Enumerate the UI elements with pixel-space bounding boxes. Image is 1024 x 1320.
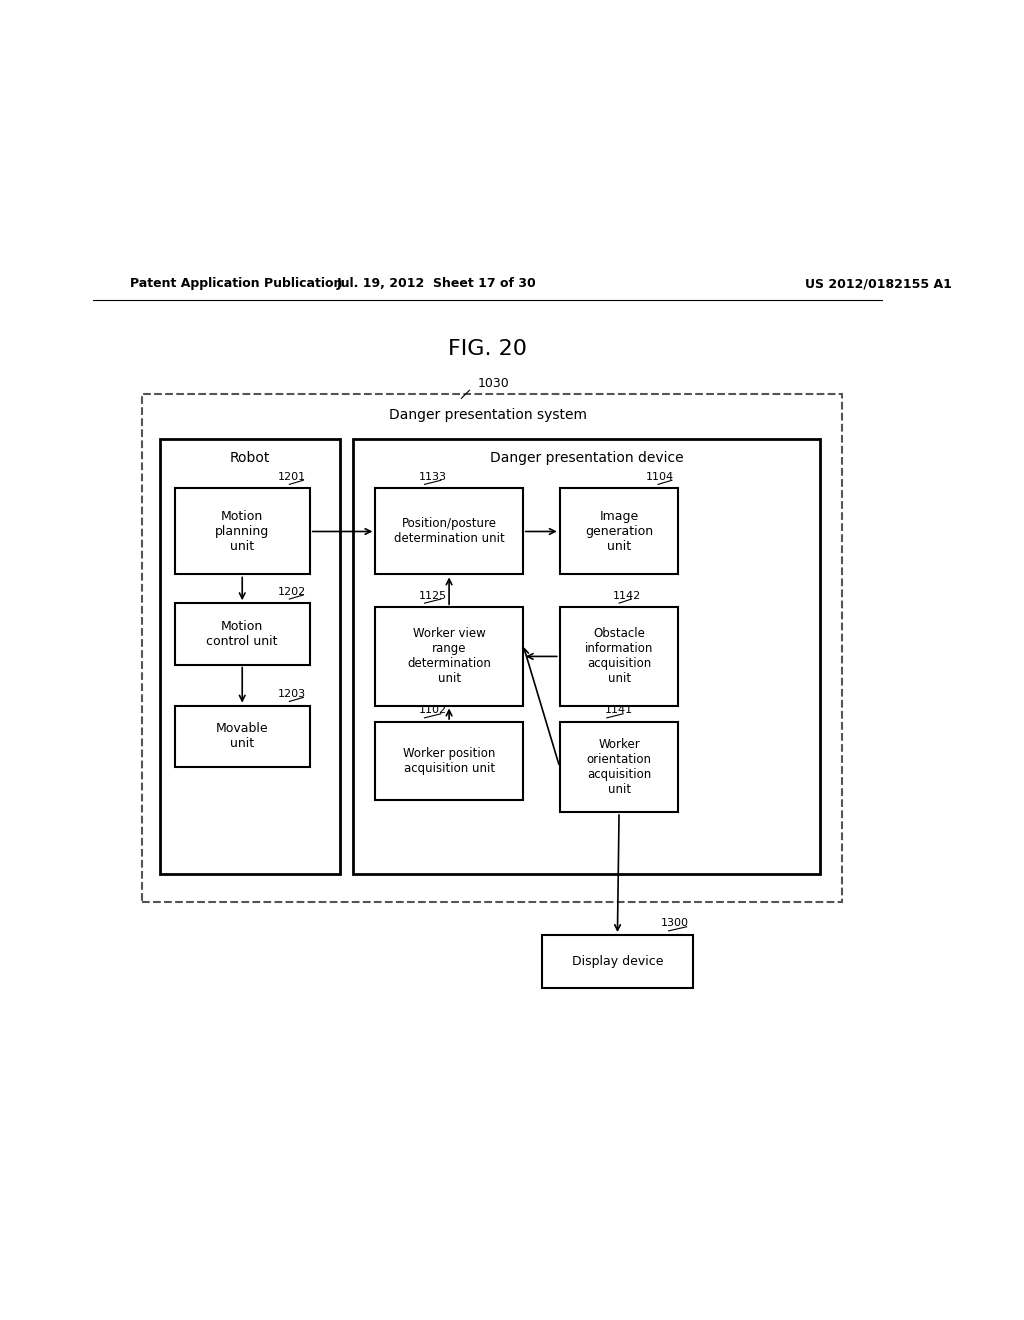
Text: 1203: 1203 xyxy=(278,689,306,700)
FancyBboxPatch shape xyxy=(142,395,843,902)
Text: 1142: 1142 xyxy=(613,591,641,601)
Text: 1102: 1102 xyxy=(419,705,446,715)
FancyBboxPatch shape xyxy=(175,706,310,767)
Text: Danger presentation system: Danger presentation system xyxy=(388,408,587,422)
Text: 1125: 1125 xyxy=(419,591,446,601)
Text: 1133: 1133 xyxy=(419,473,446,482)
FancyBboxPatch shape xyxy=(560,722,679,812)
Text: 1202: 1202 xyxy=(278,586,306,597)
FancyBboxPatch shape xyxy=(376,488,523,574)
FancyBboxPatch shape xyxy=(376,722,523,800)
FancyBboxPatch shape xyxy=(175,488,310,574)
Text: Image
generation
unit: Image generation unit xyxy=(585,510,653,553)
Text: Motion
planning
unit: Motion planning unit xyxy=(215,510,269,553)
FancyBboxPatch shape xyxy=(353,440,820,874)
FancyBboxPatch shape xyxy=(160,440,340,874)
Text: Motion
control unit: Motion control unit xyxy=(207,620,278,648)
Text: 1300: 1300 xyxy=(662,919,689,928)
Text: Worker view
range
determination
unit: Worker view range determination unit xyxy=(408,627,492,685)
Text: Worker position
acquisition unit: Worker position acquisition unit xyxy=(402,747,496,775)
Text: Worker
orientation
acquisition
unit: Worker orientation acquisition unit xyxy=(587,738,651,796)
Text: Movable
unit: Movable unit xyxy=(216,722,268,750)
FancyBboxPatch shape xyxy=(542,935,693,989)
Text: Patent Application Publication: Patent Application Publication xyxy=(130,277,342,290)
Text: Danger presentation device: Danger presentation device xyxy=(489,451,684,465)
Text: US 2012/0182155 A1: US 2012/0182155 A1 xyxy=(806,277,952,290)
Text: Jul. 19, 2012  Sheet 17 of 30: Jul. 19, 2012 Sheet 17 of 30 xyxy=(337,277,537,290)
Text: Position/posture
determination unit: Position/posture determination unit xyxy=(393,517,505,545)
Text: 1104: 1104 xyxy=(646,473,675,482)
FancyBboxPatch shape xyxy=(376,607,523,706)
Text: Obstacle
information
acquisition
unit: Obstacle information acquisition unit xyxy=(585,627,653,685)
FancyBboxPatch shape xyxy=(560,607,679,706)
Text: 1030: 1030 xyxy=(478,378,510,391)
Text: FIG. 20: FIG. 20 xyxy=(449,339,527,359)
FancyBboxPatch shape xyxy=(175,603,310,664)
Text: 1201: 1201 xyxy=(278,473,306,482)
Text: Robot: Robot xyxy=(229,451,270,465)
Text: 1141: 1141 xyxy=(605,705,633,715)
Text: Display device: Display device xyxy=(571,956,664,968)
FancyBboxPatch shape xyxy=(560,488,679,574)
